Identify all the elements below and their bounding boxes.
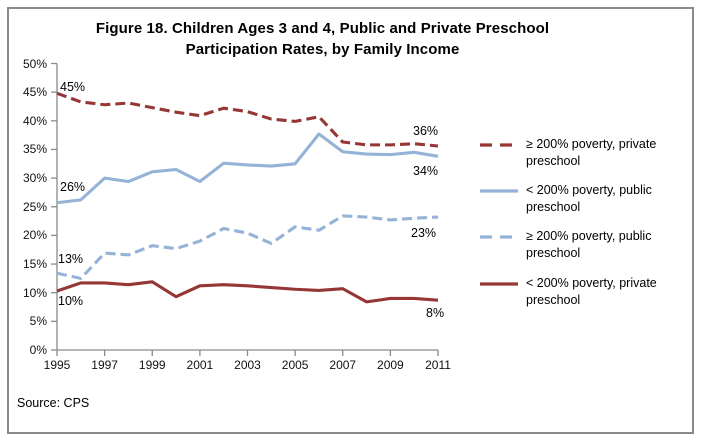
x-axis-tick-label: 2009 [377,358,404,372]
y-axis-tick-label: 45% [22,85,47,100]
x-axis-tick-label: 1999 [138,358,166,372]
legend-item-private-low: < 200% poverty, private preschool [479,275,690,309]
series-line [56,132,439,205]
data-label-public-high-end: 23% [411,226,437,240]
chart-title-line-1: Figure 18. Children Ages 3 and 4, Public… [95,20,550,37]
data-label-public-high-start: 13% [58,252,84,266]
data-label-private-high-end: 36% [413,124,439,138]
series-line [56,214,439,280]
legend-line-solid-red-icon [480,282,518,286]
x-axis-tick-label: 2007 [329,358,357,372]
y-axis-tick-label: 40% [22,113,47,128]
y-axis-tick-label: 30% [22,171,47,186]
x-axis-tick-label: 2003 [234,358,261,372]
y-axis-tick-label: 0% [29,343,47,357]
y-axis-tick-label: 10% [22,285,47,300]
data-label-private-low-end: 8% [426,306,445,320]
y-axis-tick-label: 25% [22,199,47,214]
chart-title-line-2: Participation Rates, by Family Income [185,41,460,58]
y-axis-tick-label: 5% [29,314,47,329]
legend-item-public-low: < 200% poverty, public preschool [479,182,690,216]
y-axis-tick-label: 20% [22,228,47,243]
x-axis-tick-label: 1995 [43,358,71,372]
series-line [56,91,439,148]
x-axis-tick-label: 2001 [186,358,214,372]
y-axis-tick-label: 15% [22,257,47,272]
legend-label: < 200% poverty, private preschool [526,276,657,307]
legend-item-private-high: ≥ 200% poverty, private preschool [479,136,690,170]
y-axis-tick-label: 35% [22,142,47,157]
legend-label: < 200% poverty, public preschool [526,183,652,214]
source-note: Source: CPS [17,396,90,410]
data-label-private-low-start: 10% [58,294,84,308]
y-axis-tick-label: 50% [22,56,47,71]
x-axis-tick-label: 2005 [281,358,309,372]
legend-line-dashed-blue-icon [480,235,518,239]
x-axis-tick-label: 1997 [91,358,118,372]
data-label-private-high-start: 45% [60,80,86,94]
legend-label: ≥ 200% poverty, public preschool [526,229,652,260]
legend-line-dashed-red-icon [480,143,518,147]
data-label-public-low-start: 26% [60,180,86,194]
chart-border-frame [7,7,694,434]
legend-line-solid-blue-icon [480,189,518,193]
series-line [56,280,439,304]
legend-label: ≥ 200% poverty, private preschool [526,137,657,168]
legend-item-public-high: ≥ 200% poverty, public preschool [479,228,690,262]
x-axis-tick-label: 2011 [425,358,451,372]
data-label-public-low-end: 34% [413,164,439,178]
